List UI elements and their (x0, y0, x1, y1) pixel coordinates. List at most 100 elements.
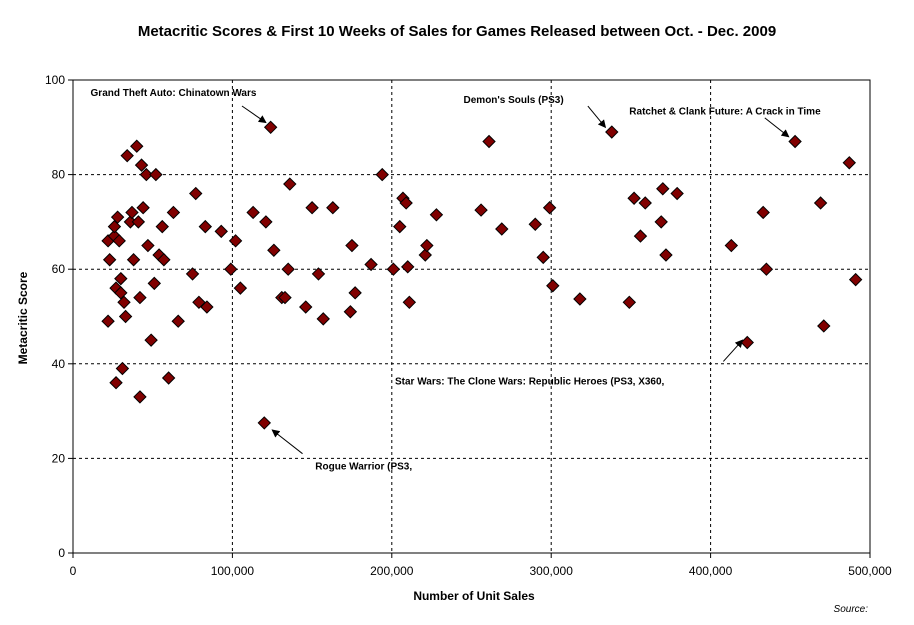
annotation-arrow (271, 429, 303, 455)
annotation-label: Grand Theft Auto: Chinatown Wars (91, 88, 257, 99)
x-tick-label: 200,000 (370, 564, 414, 578)
data-point (633, 229, 648, 243)
data-point (759, 262, 774, 276)
data-point (326, 201, 340, 215)
data-point (149, 167, 163, 182)
data-point (605, 125, 619, 139)
data-point (402, 295, 417, 310)
x-axis-title: Number of Unit Sales (413, 589, 535, 603)
data-point (418, 248, 432, 262)
annotations: Grand Theft Auto: Chinatown Wars Demon's … (91, 88, 822, 473)
data-point (117, 295, 131, 310)
x-tick-label: 0 (70, 564, 77, 578)
y-tick-label: 100 (45, 73, 65, 87)
y-tick-label: 40 (52, 357, 66, 371)
annotation-arrow (722, 339, 744, 362)
data-point (348, 286, 362, 300)
x-tick-label: 400,000 (689, 564, 733, 578)
axis-ticks: 0 20 40 60 80 100 0 100,000 200,000 300,000 400,00… (45, 73, 892, 578)
data-point (813, 196, 828, 210)
y-tick-label: 60 (52, 262, 66, 276)
data-point (136, 201, 150, 215)
data-point (112, 234, 126, 248)
data-point (109, 376, 123, 390)
data-point (133, 390, 147, 404)
data-point (311, 267, 326, 281)
data-point (842, 156, 856, 170)
data-point (171, 314, 185, 328)
data-point (281, 262, 295, 276)
data-point (118, 309, 133, 324)
data-point (622, 295, 637, 310)
annotation-arrow (587, 105, 607, 129)
data-point (141, 238, 155, 253)
data-points (101, 120, 863, 430)
annotation-label: Ratchet & Clank Future: A Crack in Time (629, 107, 821, 118)
data-point (670, 186, 684, 201)
data-point (214, 224, 228, 239)
x-tick-label: 500,000 (848, 564, 892, 578)
data-point (144, 333, 158, 347)
data-point (399, 196, 413, 210)
data-point (114, 271, 128, 286)
data-point (125, 205, 139, 220)
data-point (259, 215, 273, 229)
data-point (817, 319, 831, 333)
gridlines (73, 80, 870, 553)
data-point (278, 290, 292, 305)
data-point (627, 191, 641, 205)
plot-area (72, 79, 871, 554)
data-point (542, 201, 557, 215)
data-point (161, 371, 176, 385)
data-point (101, 314, 115, 328)
data-point (130, 139, 144, 153)
data-point (257, 416, 271, 430)
data-point (375, 167, 389, 182)
data-point (228, 234, 243, 248)
data-point (126, 253, 141, 267)
data-point (198, 219, 213, 234)
data-point (401, 260, 415, 274)
y-tick-label: 20 (52, 451, 66, 465)
data-point (155, 219, 169, 234)
data-point (659, 248, 673, 262)
data-point (147, 276, 162, 291)
data-point (131, 215, 146, 229)
data-point (724, 238, 739, 253)
data-point (474, 203, 488, 217)
y-tick-label: 80 (52, 168, 66, 182)
data-point (316, 312, 330, 326)
data-point (267, 243, 281, 257)
data-point (536, 250, 550, 265)
data-point (528, 217, 542, 231)
data-point (343, 305, 358, 319)
data-point (482, 134, 496, 149)
data-point (420, 238, 434, 253)
data-point (364, 257, 378, 272)
data-point (299, 300, 313, 314)
data-point (102, 253, 117, 267)
annotation-label: Rogue Warrior (PS3, (315, 461, 412, 472)
data-point (345, 238, 359, 253)
data-point (110, 210, 125, 224)
data-point (263, 120, 278, 135)
data-point (393, 219, 407, 234)
data-point (740, 335, 754, 350)
data-point (573, 292, 587, 306)
x-tick-label: 300,000 (530, 564, 574, 578)
annotation-label: Demon's Souls (PS3) (464, 95, 564, 106)
data-point (189, 186, 203, 201)
data-point (546, 279, 560, 293)
data-point (495, 222, 509, 236)
source-label: Source: (834, 604, 869, 615)
data-point (233, 281, 248, 295)
y-axis-title: Metacritic Score (16, 271, 30, 364)
data-point (166, 205, 181, 220)
data-point (115, 361, 130, 376)
data-point (120, 148, 134, 163)
data-point (185, 267, 200, 281)
data-point (638, 196, 652, 210)
data-point (386, 262, 401, 276)
data-point (157, 253, 171, 267)
